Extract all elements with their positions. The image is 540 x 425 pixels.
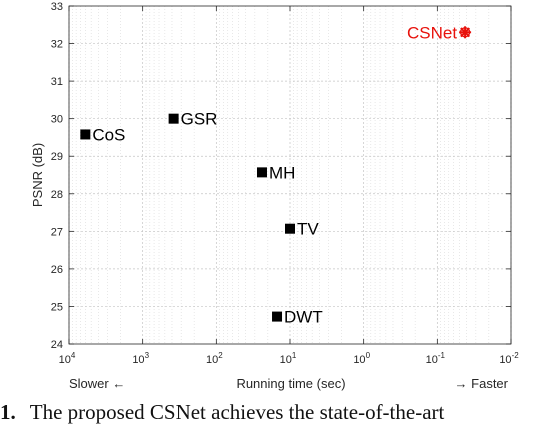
- x-tick-label: 104: [59, 351, 76, 366]
- point-marker-tv: [285, 223, 295, 234]
- x-tick-base: 10: [280, 354, 292, 366]
- point-marker-csnet: [459, 26, 472, 39]
- data-point-cos: CoS: [80, 125, 125, 144]
- data-point-csnet: CSNet: [407, 23, 472, 42]
- x-tick-exponent: -1: [438, 351, 446, 360]
- x-tick-exponent: 4: [71, 351, 76, 360]
- y-tick-label: 32: [51, 39, 63, 51]
- x-axis-label: Running time (sec): [236, 376, 345, 391]
- x-tick-label: 10-1: [426, 351, 446, 366]
- point-label-cos: CoS: [92, 125, 125, 144]
- x-tick-label: 100: [353, 351, 370, 366]
- x-tick-base: 10: [426, 354, 438, 366]
- y-tick-label: 28: [51, 189, 63, 201]
- data-points: CoS GSR MH TV DWT CSNet: [80, 23, 472, 327]
- asterisk-ring: [459, 27, 471, 38]
- x-tick-labels: 104 103 102 101 100 10-1 10-2: [59, 351, 520, 366]
- y-tick-label: 24: [51, 339, 63, 351]
- y-tick-label: 31: [51, 76, 63, 88]
- data-point-tv: TV: [285, 220, 319, 239]
- y-tick-label: 27: [51, 226, 63, 238]
- point-label-tv: TV: [297, 220, 319, 239]
- x-tick-exponent: 3: [145, 351, 150, 360]
- y-tick-labels: 24 25 26 27 28 29 30 31 32 33: [51, 1, 63, 351]
- y-tick-label: 30: [51, 114, 63, 126]
- x-tick-label: 101: [280, 351, 297, 366]
- figure-caption: 1. The proposed CSNet achieves the state-…: [0, 400, 540, 425]
- y-tick-label: 33: [51, 1, 63, 13]
- data-point-mh: MH: [256, 163, 295, 182]
- x-tick-base: 10: [132, 354, 144, 366]
- x-tick-exponent: 2: [218, 351, 223, 360]
- point-label-csnet: CSNet: [407, 23, 457, 42]
- x-tick-base: 10: [59, 354, 71, 366]
- x-tick-exponent: 1: [292, 351, 297, 360]
- point-label-gsr: GSR: [181, 110, 218, 129]
- y-axis-label: PSNR (dB): [30, 143, 45, 207]
- point-marker-dwt: [272, 311, 283, 322]
- x-tick-base: 10: [206, 354, 218, 366]
- x-tick-base: 10: [499, 354, 511, 366]
- data-point-dwt: DWT: [272, 308, 323, 327]
- tick-marks: [68, 5, 512, 345]
- slower-annotation: Slower ←: [69, 376, 125, 391]
- x-tick-exponent: -2: [512, 351, 520, 360]
- x-tick-label: 102: [206, 351, 223, 366]
- point-marker-gsr: [168, 113, 179, 124]
- x-tick-label: 10-2: [499, 351, 519, 366]
- faster-annotation: → Faster: [455, 376, 509, 391]
- x-tick-exponent: 0: [366, 351, 371, 360]
- point-marker-cos: [80, 129, 91, 140]
- data-point-gsr: GSR: [168, 110, 218, 129]
- y-tick-label: 29: [51, 151, 63, 163]
- asterisk-stroke: [460, 27, 471, 38]
- x-tick-label: 103: [132, 351, 149, 366]
- x-tick-base: 10: [353, 354, 365, 366]
- y-tick-label: 25: [51, 301, 63, 313]
- y-tick-label: 26: [51, 264, 63, 276]
- point-marker-mh: [256, 167, 267, 178]
- caption-text: The proposed CSNet achieves the state-of…: [29, 400, 445, 424]
- caption-number: 1.: [0, 400, 16, 424]
- minor-grid: [72, 6, 490, 344]
- point-label-dwt: DWT: [284, 308, 323, 327]
- point-label-mh: MH: [269, 163, 295, 182]
